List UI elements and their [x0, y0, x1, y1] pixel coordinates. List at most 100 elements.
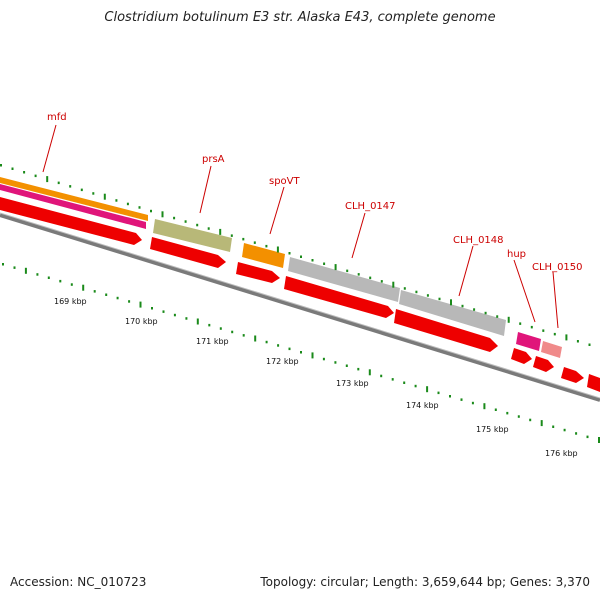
cds-arrow[interactable] [394, 309, 498, 352]
minor-tick [391, 378, 394, 381]
minor-tick [0, 164, 2, 167]
minor-tick [207, 227, 210, 230]
minor-tick [484, 311, 487, 315]
minor-tick [563, 428, 566, 432]
minor-tick [288, 252, 291, 255]
minor-tick [530, 325, 533, 329]
minor-tick [173, 216, 176, 220]
minor-tick [11, 167, 14, 170]
minor-tick [438, 297, 441, 301]
minor-tick [323, 262, 326, 265]
minor-tick [334, 361, 337, 364]
cds-arrow[interactable] [284, 276, 394, 318]
gene-label-mfd[interactable]: mfd [47, 112, 67, 123]
minor-tick [346, 269, 349, 273]
ruler-label: 169 kbp [54, 297, 87, 306]
major-tick [334, 264, 337, 271]
minor-tick [575, 432, 578, 435]
feature-CLH_0147[interactable] [288, 257, 400, 302]
minor-tick [105, 293, 108, 296]
gene-label-CLH_0148[interactable]: CLH_0148 [453, 235, 504, 246]
minor-tick [517, 415, 520, 418]
minor-tick [496, 315, 499, 318]
feature-magenta-mfd[interactable] [0, 184, 146, 229]
leader-line-hup [513, 259, 536, 323]
ruler-label: 172 kbp [266, 357, 299, 366]
minor-tick [47, 276, 50, 279]
minor-tick [116, 296, 119, 300]
minor-tick [586, 435, 589, 439]
ruler-label: 173 kbp [336, 379, 369, 388]
minor-tick [196, 223, 199, 227]
ruler-label: 171 kbp [196, 337, 229, 346]
gene-label-hup[interactable]: hup [507, 249, 526, 260]
accession-text: Accession: NC_010723 [10, 575, 147, 589]
minor-tick [138, 206, 141, 209]
gene-label-CLH_0150[interactable]: CLH_0150 [532, 262, 583, 273]
minor-tick [322, 357, 325, 361]
leader-line-CLH_0150 [552, 271, 559, 329]
ruler-label: 176 kbp [545, 449, 578, 458]
minor-tick [80, 188, 83, 192]
minor-tick [415, 290, 418, 294]
minor-tick [128, 300, 131, 303]
minor-tick [70, 283, 73, 286]
minor-tick [461, 304, 464, 308]
minor-tick [253, 241, 256, 244]
minor-tick [13, 266, 16, 269]
minor-tick [403, 287, 406, 290]
feature-track-upper [0, 177, 562, 358]
major-tick [46, 176, 49, 183]
major-tick [103, 193, 106, 200]
minor-tick [34, 174, 37, 178]
minor-tick [93, 290, 96, 293]
major-tick [219, 228, 222, 235]
cds-arrow[interactable] [0, 197, 142, 245]
cds-arrow[interactable] [511, 348, 532, 364]
minor-tick [369, 276, 372, 280]
major-tick [82, 284, 85, 291]
feature-hup[interactable] [516, 332, 541, 351]
minor-tick [471, 401, 474, 405]
feature-prsA[interactable] [153, 219, 232, 252]
minor-tick [380, 374, 383, 378]
minor-tick [460, 398, 463, 401]
ruler-label: 174 kbp [406, 401, 439, 410]
feature-orange-mfd[interactable] [0, 177, 148, 221]
minor-tick [542, 329, 545, 332]
cds-arrow[interactable] [561, 367, 584, 383]
minor-tick [69, 185, 72, 188]
minor-tick [403, 381, 406, 384]
tick-row-lower [2, 263, 600, 443]
major-tick [139, 301, 142, 308]
minor-tick [2, 263, 4, 266]
major-tick [565, 334, 568, 341]
leader-line-CLH_0148 [458, 245, 474, 297]
cds-arrow[interactable] [150, 237, 226, 268]
minor-tick [426, 294, 429, 297]
map-title: Clostridium botulinum E3 str. Alaska E43… [104, 10, 496, 25]
cds-arrow[interactable] [533, 356, 554, 372]
feature-CLH_0150[interactable] [541, 341, 562, 358]
minor-tick [300, 351, 302, 354]
major-tick [507, 316, 510, 323]
major-tick [426, 386, 429, 393]
gene-label-prsA[interactable]: prsA [202, 154, 225, 165]
minor-tick [219, 327, 222, 330]
cds-arrow[interactable] [587, 374, 600, 392]
minor-tick [92, 192, 95, 195]
minor-tick [357, 273, 360, 276]
gene-label-spoVT[interactable]: spoVT [269, 176, 301, 187]
major-tick [450, 299, 452, 306]
major-tick [540, 420, 543, 427]
minor-tick [449, 395, 451, 398]
feature-spoVT[interactable] [242, 243, 285, 268]
cds-arrow[interactable] [236, 262, 280, 283]
minor-tick [380, 280, 383, 283]
minor-tick [553, 332, 556, 336]
feature-CLH_0148[interactable] [399, 290, 506, 336]
minor-tick [151, 307, 153, 310]
feature-track-lower [0, 197, 600, 392]
gene-label-CLH_0147[interactable]: CLH_0147 [345, 201, 396, 212]
minor-tick [494, 408, 497, 411]
